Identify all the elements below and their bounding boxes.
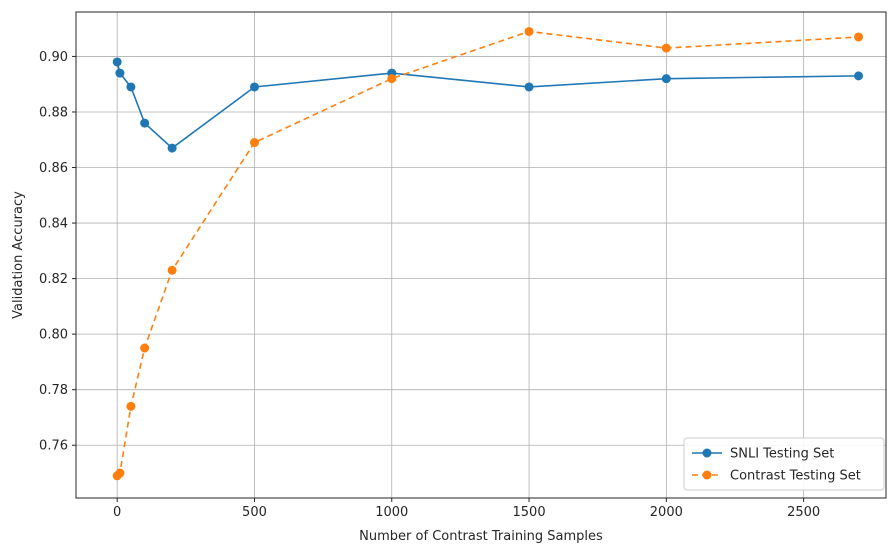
data-point — [140, 343, 150, 353]
x-tick-label: 1500 — [513, 505, 546, 520]
series-layer — [112, 26, 864, 481]
data-point — [854, 32, 864, 42]
legend-box — [683, 437, 885, 491]
data-point — [524, 26, 534, 36]
series-contrast-testing-set — [112, 26, 864, 481]
legend-marker — [702, 470, 712, 480]
y-tick-label: 0.78 — [39, 383, 68, 398]
data-point — [249, 82, 259, 92]
data-point — [112, 57, 122, 67]
legend-entry: SNLI Testing Set — [692, 447, 834, 462]
y-tick-label: 0.84 — [39, 217, 68, 232]
data-point — [115, 468, 125, 478]
x-tick-label: 500 — [242, 505, 267, 520]
data-point — [661, 43, 671, 53]
y-tick-label: 0.90 — [39, 50, 68, 65]
y-tick-label: 0.80 — [39, 328, 68, 343]
y-tick-label: 0.82 — [39, 272, 68, 287]
series-snli-testing-set — [112, 57, 864, 153]
y-axis-title: Validation Accuracy — [11, 191, 26, 319]
x-axis-title: Number of Contrast Training Samples — [359, 529, 603, 544]
y-tick-label: 0.86 — [39, 161, 68, 176]
legend-label: Contrast Testing Set — [730, 469, 861, 484]
x-tick-label: 0 — [113, 505, 121, 520]
legend-marker — [702, 448, 712, 458]
grid — [76, 12, 886, 498]
plot-area-frame — [75, 11, 887, 499]
axis-ticks: 0 500 1000 1500 2000 2500 0.76 0.78 0.80 0.82 0.84… — [39, 50, 820, 520]
data-point — [854, 71, 864, 81]
x-tick-label: 1000 — [375, 505, 408, 520]
y-tick-label: 0.76 — [39, 439, 68, 454]
x-tick-label: 2500 — [787, 505, 820, 520]
x-tick-label: 2000 — [650, 505, 683, 520]
data-point — [126, 82, 136, 92]
legend-entry: Contrast Testing Set — [692, 469, 861, 484]
series-line — [116, 30, 859, 477]
data-point — [126, 401, 136, 411]
legend-entries: SNLI Testing Set Contrast Testing Set — [692, 447, 861, 484]
series-line — [116, 61, 859, 150]
legend: SNLI Testing Set Contrast Testing Set — [683, 437, 885, 491]
data-point — [524, 82, 534, 92]
data-point — [115, 68, 125, 78]
data-point — [140, 118, 150, 128]
legend-label: SNLI Testing Set — [730, 447, 834, 462]
data-point — [249, 138, 259, 148]
y-tick-label: 0.88 — [39, 105, 68, 120]
data-point — [387, 74, 397, 84]
data-point — [661, 74, 671, 84]
data-point — [167, 143, 177, 153]
data-point — [167, 265, 177, 275]
